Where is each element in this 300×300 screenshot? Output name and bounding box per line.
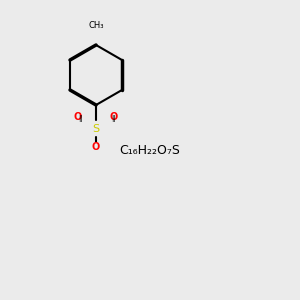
- Text: CH₃: CH₃: [88, 21, 104, 30]
- Text: O: O: [92, 142, 100, 152]
- Text: O: O: [110, 112, 118, 122]
- Text: C₁₆H₂₂O₇S: C₁₆H₂₂O₇S: [120, 143, 180, 157]
- Text: ‖: ‖: [78, 115, 81, 122]
- Text: S: S: [92, 124, 100, 134]
- Text: ‖: ‖: [111, 115, 114, 122]
- Text: O: O: [74, 112, 82, 122]
